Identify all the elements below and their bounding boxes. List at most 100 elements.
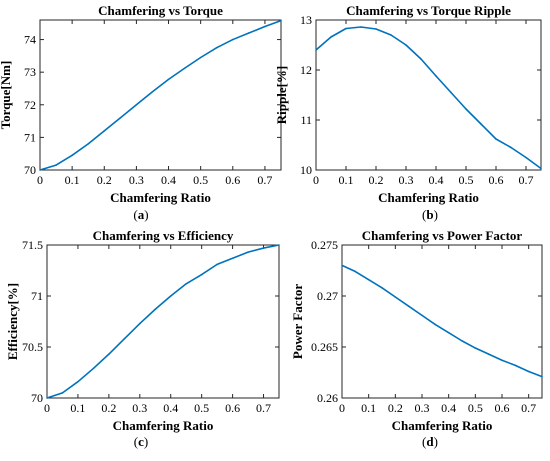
y-tick-label: 70 [31,391,43,405]
data-point [487,353,490,355]
y-tick-label: 0.27 [317,289,338,303]
data-point [61,392,64,394]
x-axis-label: Chamfering Ratio [392,418,493,433]
x-tick-label: 0.1 [70,401,85,415]
series-line [46,244,280,399]
data-point [92,367,95,370]
x-tick-label: 0.5 [468,401,483,415]
data-point [435,75,437,77]
y-tick-label: 12 [300,63,312,77]
x-axis-label: Chamfering Ratio [110,190,211,205]
y-tick-label: 0.265 [311,340,338,354]
data-point [71,154,73,157]
y-axis-label: Torque[Nm] [0,61,13,130]
y-tick-label: 72 [24,98,36,112]
data-point [525,156,527,159]
x-tick-label: 0.3 [132,401,147,415]
y-tick-label: 71 [31,289,43,303]
data-point [185,282,187,285]
series-line [341,264,543,378]
x-tick-label: 0 [339,401,345,415]
y-tick-label: 10 [300,163,312,177]
data-point [465,108,467,110]
y-tick-label: 13 [300,13,312,27]
y-axis-label: Efficiency[%] [5,283,20,360]
x-tick-label: 0.2 [101,401,116,415]
data-point [123,338,126,340]
data-point [447,331,450,334]
data-point [541,375,543,378]
data-point [167,78,170,81]
data-point [367,278,370,281]
data-point [87,143,89,145]
data-point [420,58,422,60]
chart-panel-b: 0 0.1 0.2 0.3 0.4 0.5 0.6 0.7 10 11 12 13 Chamfering… [274,3,542,222]
data-point [315,49,317,51]
data-point [360,26,362,28]
chart-title: Chamfering vs Torque Ripple [346,3,511,18]
x-tick-label: 0.4 [429,173,444,187]
data-point [55,164,57,166]
data-point [248,32,250,34]
x-tick-label: 0.6 [225,401,240,415]
x-tick-label: 0.1 [65,173,80,187]
y-tick-label: 70.5 [22,340,43,354]
data-point [200,273,203,276]
data-point [46,397,48,399]
x-tick-label: 0.4 [161,173,176,187]
chart-title: Chamfering vs Power Factor [362,228,523,243]
x-tick-label: 0.6 [495,401,510,415]
x-tick-label: 0.6 [225,173,240,187]
data-point [183,67,186,70]
x-tick-label: 0.3 [415,401,430,415]
x-tick-label: 0.1 [361,401,376,415]
data-point [108,353,110,355]
x-tick-label: 0.7 [519,173,534,187]
data-point [540,167,542,170]
data-point [480,123,482,125]
data-point [394,296,397,298]
data-point [77,380,79,383]
y-axis-label: Power Factor [290,284,305,359]
data-point [375,28,377,30]
data-point [231,257,234,260]
x-tick-label: 0.4 [441,401,456,415]
x-tick-label: 0.7 [521,401,536,415]
y-axis-label: Ripple[%] [274,66,289,125]
data-point [135,103,138,106]
axes-box [341,244,543,399]
y-tick-label: 70 [24,163,36,177]
data-point [330,36,332,38]
x-axis-label: Chamfering Ratio [378,190,479,205]
data-point [527,370,530,373]
data-point [450,91,452,94]
x-tick-label: 0.5 [194,401,209,415]
x-axis-label: Chamfering Ratio [113,418,214,433]
data-point [151,90,154,93]
data-point [278,244,280,246]
data-point [154,308,157,311]
data-point [407,305,410,308]
panel-caption: (c) [134,434,148,449]
data-point [215,46,218,49]
axes-box [315,19,542,171]
data-point [461,340,463,342]
chart-panel-d: 0 0.1 0.2 0.3 0.4 0.5 0.6 0.7 0.26 0.265 0.27 0.275… [290,228,543,449]
x-tick-label: 0 [37,173,43,187]
y-tick-label: 11 [300,113,312,127]
x-tick-label: 0.6 [489,173,504,187]
y-tick-label: 73 [24,65,36,79]
x-tick-label: 0.2 [97,173,112,187]
data-point [514,364,517,367]
x-tick-label: 0.7 [257,173,272,187]
panel-caption: (d) [422,434,438,449]
data-point [341,264,343,267]
chart-title: Chamfering vs Efficiency [93,228,234,243]
data-point [262,247,265,249]
x-tick-label: 0.2 [369,173,384,187]
data-point [119,117,122,119]
data-point [264,25,266,28]
data-point [280,19,282,22]
data-point [139,322,141,325]
